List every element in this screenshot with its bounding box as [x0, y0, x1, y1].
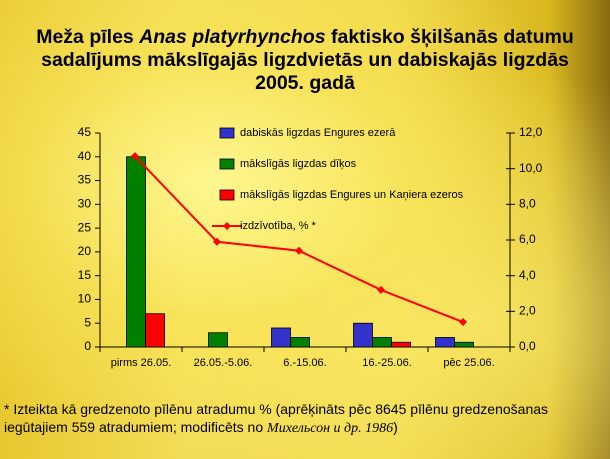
title-part: faktisko šķilšanās datumu sadalījums māk…	[41, 26, 574, 94]
y2-tick-label: 10,0	[519, 161, 543, 175]
bar	[208, 332, 228, 348]
legend-label: izdzīvotība, % *	[240, 220, 317, 232]
x-tick-label: 16.-25.06.	[362, 357, 412, 369]
legend-label: mākslīgās ligzdas dīķos	[240, 158, 357, 170]
bar	[126, 156, 146, 348]
y-tick-label: 15	[78, 268, 92, 282]
y2-tick-label: 2,0	[519, 304, 536, 318]
legend-label: dabiskās ligzdas Engures ezerā	[240, 127, 396, 139]
y2-tick-label: 12,0	[519, 125, 543, 139]
y-tick-label: 0	[84, 339, 91, 353]
title-part: Meža pīles	[36, 26, 140, 48]
y-tick-label: 20	[78, 244, 92, 258]
legend-swatch	[219, 158, 235, 170]
bar	[372, 337, 392, 348]
bar	[454, 341, 474, 348]
y-tick-label: 25	[78, 220, 92, 234]
y-tick-label: 40	[78, 149, 92, 163]
bar	[290, 337, 310, 348]
legend-swatch	[223, 222, 231, 230]
bar	[145, 313, 165, 348]
bar	[391, 341, 411, 348]
y-tick-label: 45	[78, 125, 92, 139]
line-marker	[459, 318, 467, 327]
x-tick-label: pēc 25.06.	[443, 357, 494, 369]
note-part: * Izteikta kā gredzenoto pīlēnu atradumu…	[4, 401, 549, 435]
line-marker	[377, 285, 385, 294]
bar	[435, 337, 455, 348]
y2-tick-label: 4,0	[519, 268, 536, 282]
line	[134, 155, 464, 323]
bar	[353, 322, 373, 348]
y2-tick-label: 8,0	[519, 197, 536, 211]
bar	[271, 327, 291, 348]
legend-swatch	[219, 189, 235, 201]
x-tick-label: 6.-15.06.	[283, 357, 326, 369]
footnote: * Izteikta kā gredzenoto pīlēnu atradumu…	[4, 400, 610, 438]
line-marker	[213, 237, 221, 246]
line-marker	[131, 152, 139, 161]
y-tick-label: 35	[78, 173, 92, 187]
line-marker	[295, 246, 303, 255]
legend-label: mākslīgās ligzdas Engures un Kaņiera eze…	[240, 189, 464, 201]
y2-tick-label: 0,0	[519, 339, 536, 353]
title-part: Anas platyrhynchos	[139, 26, 326, 48]
x-tick-label: 26.05.-5.06.	[194, 357, 253, 369]
note-part: )	[393, 419, 398, 435]
y-tick-label: 10	[78, 292, 92, 306]
x-tick-label: pirms 26.05.	[111, 357, 172, 369]
chart-title: Meža pīles Anas platyrhynchos faktisko š…	[20, 26, 590, 95]
note-part: Михельсон и др. 1986	[267, 421, 394, 436]
legend-swatch	[219, 127, 235, 139]
y-tick-label: 30	[78, 197, 92, 211]
y2-tick-label: 6,0	[519, 232, 536, 246]
y-tick-label: 5	[84, 315, 91, 329]
